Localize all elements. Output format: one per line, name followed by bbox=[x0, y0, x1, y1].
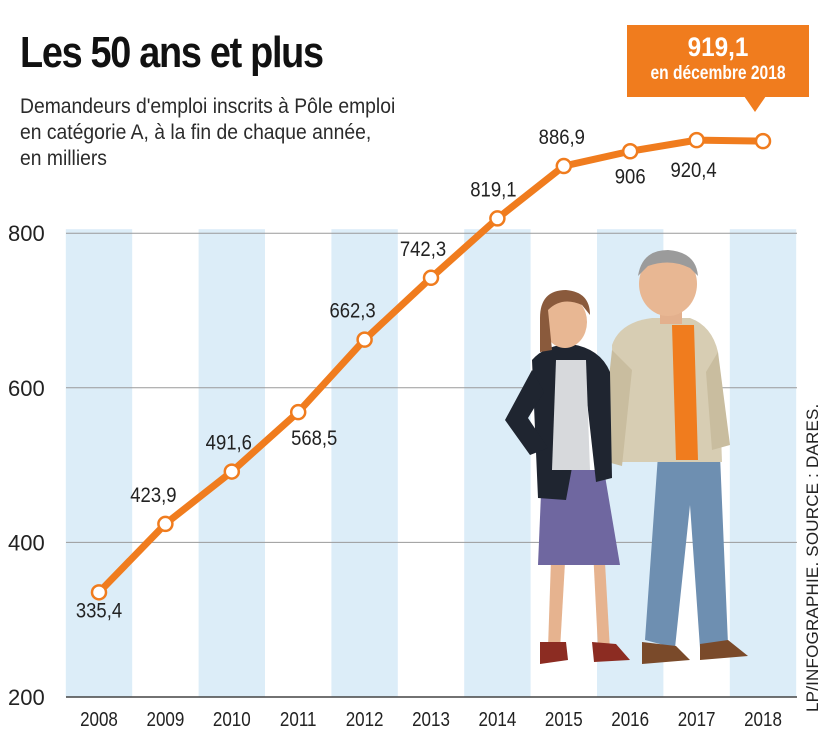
woman-figure bbox=[505, 290, 630, 664]
year-band bbox=[464, 229, 531, 697]
year-band bbox=[198, 229, 265, 697]
data-label: 662,3 bbox=[329, 300, 375, 323]
data-label: 819,1 bbox=[470, 178, 516, 201]
data-point bbox=[621, 143, 639, 160]
data-point bbox=[90, 584, 108, 601]
subtitle-line: Demandeurs d'emploi inscrits à Pôle empl… bbox=[20, 95, 396, 118]
data-label: 742,3 bbox=[400, 238, 446, 261]
x-tick-label: 2018 bbox=[744, 708, 782, 731]
x-tick-label: 2012 bbox=[346, 708, 384, 731]
x-tick-label: 2010 bbox=[213, 708, 251, 731]
x-tick-label: 2009 bbox=[147, 708, 185, 731]
y-tick-label: 800 bbox=[8, 221, 45, 246]
data-point bbox=[688, 131, 705, 149]
chart-title: Les 50 ans et plus bbox=[20, 28, 324, 77]
x-tick-label: 2014 bbox=[479, 708, 517, 731]
y-tick-label: 400 bbox=[8, 530, 45, 555]
year-band bbox=[65, 229, 133, 697]
callout-value: 919,1 bbox=[687, 32, 749, 62]
source-credit: LP/INFOGRAPHIE. SOURCE : DARES. bbox=[803, 403, 822, 712]
x-tick-label: 2016 bbox=[611, 708, 649, 731]
data-point bbox=[289, 403, 307, 421]
data-point bbox=[223, 463, 241, 480]
data-label: 568,5 bbox=[291, 427, 337, 450]
year-band bbox=[729, 229, 797, 697]
y-tick-label: 200 bbox=[8, 685, 45, 710]
subtitle-line: en catégorie A, à la fin de chaque année… bbox=[20, 121, 372, 144]
data-point bbox=[555, 157, 573, 175]
data-point bbox=[754, 132, 772, 150]
man-figure bbox=[600, 250, 748, 664]
data-point bbox=[422, 269, 440, 287]
data-labels: 335,4 423,9 491,6 568,5 662,3 742,3 819,1 886,9… bbox=[76, 126, 717, 623]
callout-box: 919,1 en décembre 2018 bbox=[627, 25, 809, 97]
subtitle-line: en milliers bbox=[20, 147, 107, 170]
data-label: 906 bbox=[615, 165, 646, 188]
data-point bbox=[157, 515, 174, 533]
x-tick-label: 2008 bbox=[80, 708, 118, 731]
data-label: 920,4 bbox=[670, 159, 716, 182]
callout-pointer bbox=[744, 96, 766, 112]
chart-subtitle: Demandeurs d'emploi inscrits à Pôle empl… bbox=[20, 94, 395, 172]
data-point bbox=[489, 210, 506, 227]
x-tick-label: 2017 bbox=[678, 708, 716, 731]
data-points bbox=[90, 131, 772, 601]
y-axis-labels: 200 400 600 800 bbox=[8, 221, 45, 710]
x-tick-label: 2013 bbox=[412, 708, 450, 731]
data-label: 335,4 bbox=[76, 599, 122, 622]
x-axis-labels: 2008 2009 2010 2011 2012 2013 2014 2015 2016 2017… bbox=[80, 708, 782, 731]
x-tick-label: 2015 bbox=[545, 708, 583, 731]
data-label: 491,6 bbox=[206, 432, 252, 455]
people-illustration bbox=[505, 250, 748, 664]
y-tick-label: 600 bbox=[8, 376, 45, 401]
year-band bbox=[331, 229, 398, 697]
data-point bbox=[356, 331, 373, 348]
callout-text: en décembre 2018 bbox=[650, 63, 786, 84]
data-label: 423,9 bbox=[130, 484, 176, 507]
data-label: 886,9 bbox=[539, 126, 585, 149]
x-tick-label: 2011 bbox=[280, 708, 317, 731]
